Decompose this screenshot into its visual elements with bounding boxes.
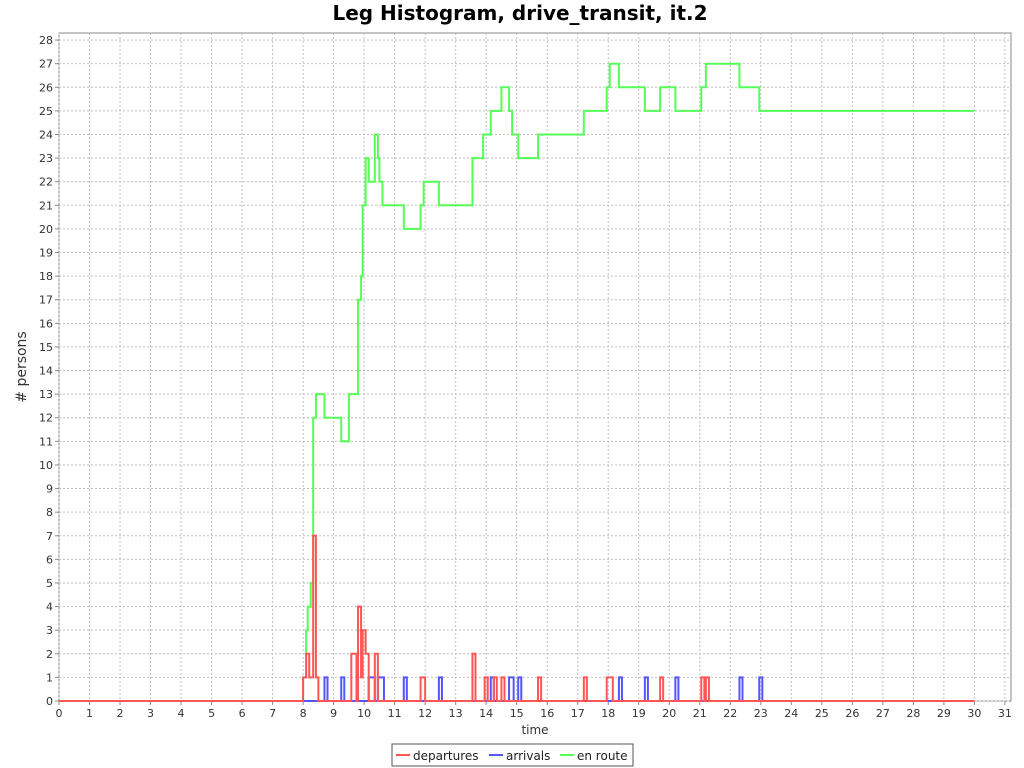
y-tick-label: 28 [39,34,53,47]
x-tick-label: 8 [300,707,307,720]
y-tick-label: 2 [46,648,53,661]
series-line-departures [59,534,975,702]
x-tick-label: 1 [86,707,93,720]
x-tick-label: 4 [178,707,185,720]
x-tick-label: 23 [754,707,768,720]
x-tick-label: 26 [845,707,859,720]
x-tick-label: 31 [998,707,1012,720]
y-tick-label: 20 [39,223,53,236]
x-tick-label: 10 [357,707,371,720]
legend-box [391,743,634,767]
y-tick-label: 15 [39,341,53,354]
x-tick-label: 29 [937,707,951,720]
y-tick-label: 23 [39,152,53,165]
x-tick-label: 21 [693,707,707,720]
x-axis-ticks: 0 1 2 3 4 5 6 7 8 9 10 11 12 13 14 15 16 17 18 19 20 21 22 23 24… [56,701,1012,720]
x-tick-label: 14 [479,707,493,720]
x-tick-label: 5 [208,707,215,720]
x-tick-label: 22 [723,707,737,720]
y-tick-label: 27 [39,58,53,71]
y-tick-label: 11 [39,435,53,448]
y-tick-label: 22 [39,176,53,189]
y-tick-label: 9 [46,483,53,496]
legend-label-en-route: en route [577,749,628,763]
x-tick-label: 12 [418,707,432,720]
x-tick-label: 15 [510,707,524,720]
x-tick-label: 24 [784,707,798,720]
y-tick-label: 12 [39,412,53,425]
x-tick-label: 16 [540,707,554,720]
x-tick-label: 9 [330,707,337,720]
x-tick-label: 13 [449,707,463,720]
chart-title: Leg Histogram, drive_transit, it.2 [332,1,707,25]
y-tick-label: 17 [39,294,53,307]
y-tick-label: 5 [46,577,53,590]
y-tick-label: 10 [39,459,53,472]
x-tick-label: 17 [571,707,585,720]
y-tick-label: 24 [39,128,53,141]
y-axis-ticks: 0123456789101112131415161718192021222324… [39,34,59,708]
x-tick-label: 19 [632,707,646,720]
series-layer [59,62,975,702]
grid-lines [58,33,1011,702]
x-tick-label: 30 [967,707,981,720]
y-tick-label: 6 [46,553,53,566]
x-tick-label: 27 [876,707,890,720]
x-tick-label: 18 [601,707,615,720]
legend-label-arrivals: arrivals [506,749,550,763]
x-tick-label: 11 [388,707,402,720]
y-tick-label: 13 [39,388,53,401]
y-tick-label: 1 [46,671,53,684]
x-tick-label: 28 [906,707,920,720]
x-tick-label: 20 [662,707,676,720]
y-tick-label: 26 [39,81,53,94]
x-tick-label: 3 [147,707,154,720]
legend-label-departures: departures [413,749,479,763]
y-tick-label: 4 [46,601,53,614]
x-tick-label: 7 [269,707,276,720]
x-tick-label: 0 [56,707,63,720]
y-tick-label: 14 [39,365,53,378]
plot-area [58,32,1012,702]
y-tick-label: 21 [39,199,53,212]
x-tick-label: 6 [239,707,246,720]
series-line-en-route [59,62,975,702]
legend: departures arrivals en route [391,743,634,767]
x-axis-label: time [521,723,548,737]
y-tick-label: 18 [39,270,53,283]
y-tick-label: 7 [46,530,53,543]
y-tick-label: 25 [39,105,53,118]
x-tick-label: 25 [815,707,829,720]
y-tick-label: 0 [46,695,53,708]
y-tick-label: 16 [39,317,53,330]
y-tick-label: 8 [46,506,53,519]
y-axis-label: # persons [14,331,30,402]
x-tick-label: 2 [117,707,124,720]
y-tick-label: 3 [46,624,53,637]
y-tick-label: 19 [39,247,53,260]
